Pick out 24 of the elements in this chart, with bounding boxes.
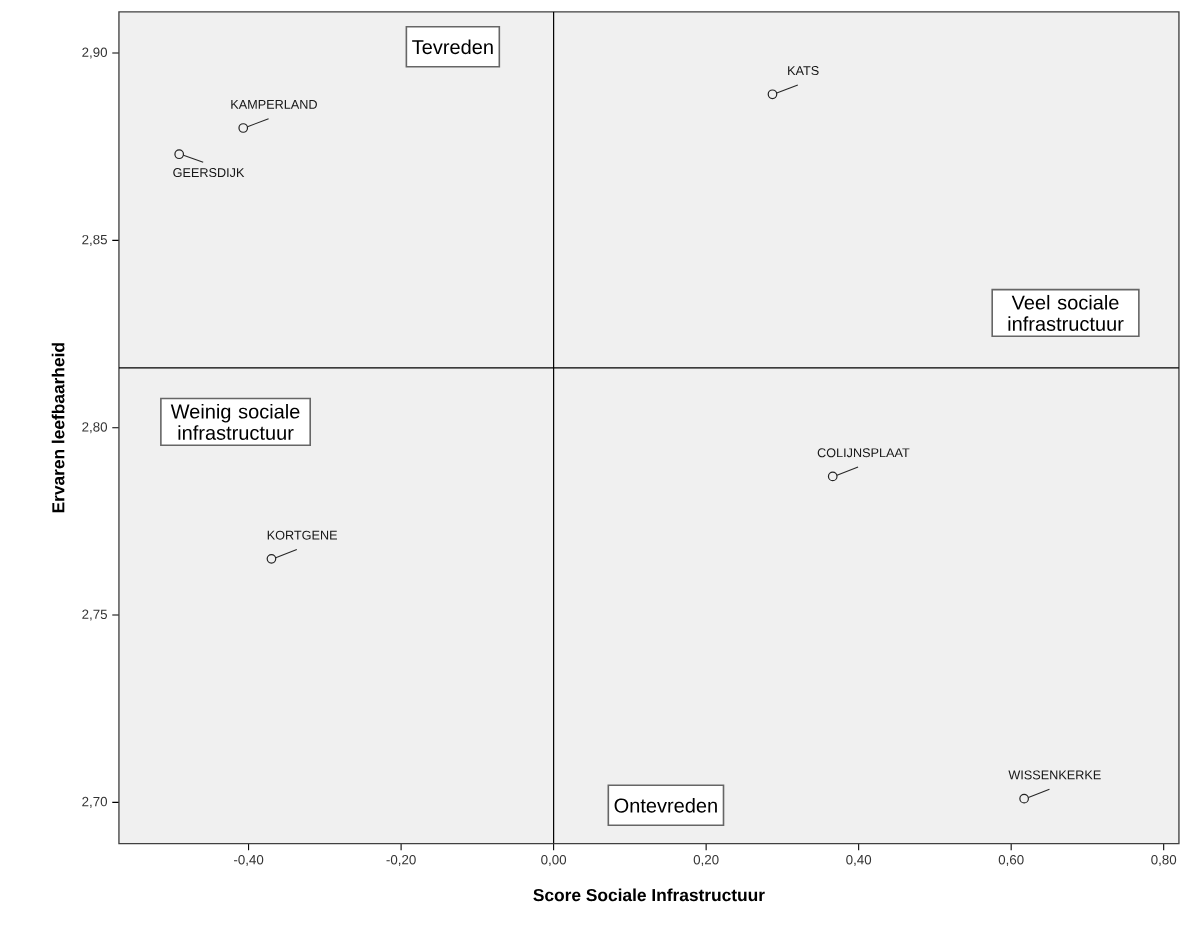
x-tick-label: -0,40 bbox=[233, 854, 264, 866]
annotation: GEERSDIJK bbox=[173, 168, 245, 178]
annotation: KATS bbox=[788, 66, 819, 76]
annotation: WISSENKERKE bbox=[1008, 770, 1101, 780]
x-tick-label: -0,20 bbox=[386, 854, 416, 866]
y-tick-label: 2,70 bbox=[82, 796, 108, 808]
y-tick-label: 2,85 bbox=[82, 234, 107, 246]
annotation: Veel sociale infrastructuur bbox=[1008, 294, 1124, 331]
annotation: Ontevreden bbox=[614, 797, 717, 813]
x-tick-label: 0,20 bbox=[693, 854, 719, 866]
x-tick-label: 0,00 bbox=[541, 854, 567, 866]
annotation: KORTGENE bbox=[267, 530, 338, 540]
annotation: Weinig sociale infrastructuur bbox=[170, 403, 300, 440]
x-tick-label: 0,80 bbox=[1151, 854, 1177, 866]
x-axis-title: Score Sociale Infrastructuur bbox=[533, 888, 765, 902]
y-tick-label: 2,90 bbox=[82, 47, 108, 59]
annotation: KAMPERLAND bbox=[231, 100, 317, 109]
y-tick-label: 2,75 bbox=[82, 609, 107, 621]
x-tick-label: 0,60 bbox=[998, 854, 1024, 866]
annotation: COLIJNSPLAAT bbox=[817, 448, 910, 458]
y-axis-title: Ervaren leefbaarheid bbox=[51, 343, 65, 513]
annotation: Tevreden bbox=[412, 39, 493, 55]
y-tick-label: 2,80 bbox=[82, 422, 108, 434]
x-tick-label: 0,40 bbox=[846, 854, 872, 866]
